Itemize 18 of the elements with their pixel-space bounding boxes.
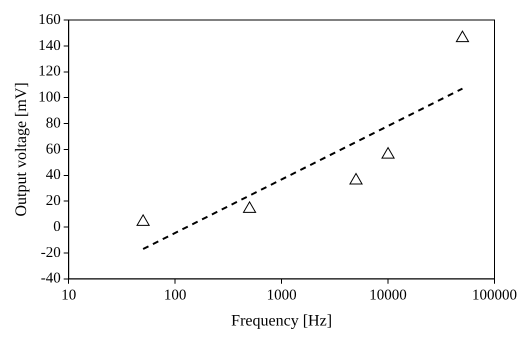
y-tick-label: 40 [46,167,61,184]
y-tick-label: 140 [38,38,61,54]
y-tick-label: 160 [38,12,61,28]
x-tick-label: 100 [164,288,186,304]
y-tick-label: -20 [40,244,61,261]
y-axis-title: Output voltage [mV] [12,82,30,216]
x-tick-label: 10000 [369,288,407,304]
y-tick-label: 80 [46,115,61,132]
y-tick-label: 100 [38,90,61,106]
y-tick-label: -40 [40,270,61,287]
y-tick-label: 120 [38,64,61,80]
y-tick-label: 0 [53,218,61,235]
y-tick-label: 60 [46,141,61,158]
x-tick-label: 10 [61,288,76,304]
x-tick-label: 100000 [472,288,517,304]
x-tick-label: 1000 [266,288,297,304]
x-axis-title: Frequency [Hz] [231,312,332,330]
y-tick-label: 20 [46,193,61,210]
